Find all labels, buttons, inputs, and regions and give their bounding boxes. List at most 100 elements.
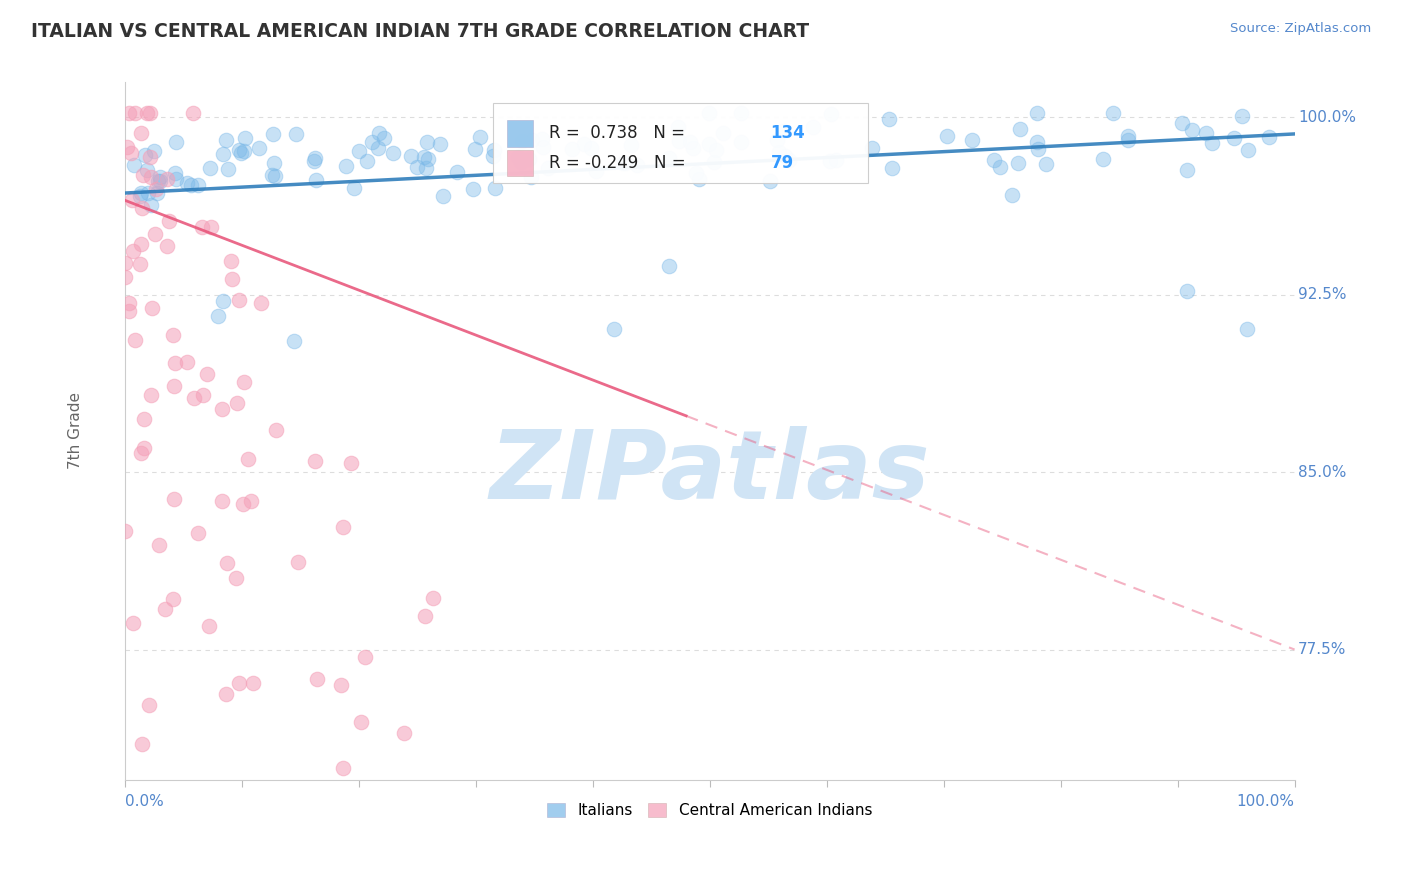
Point xyxy=(211,402,233,417)
Point xyxy=(1101,105,1123,120)
Point xyxy=(146,174,169,188)
Point xyxy=(697,105,720,120)
Point xyxy=(613,156,636,170)
Point xyxy=(129,236,152,251)
Point xyxy=(697,136,720,151)
Point xyxy=(155,172,177,186)
Point xyxy=(704,143,727,157)
Point xyxy=(242,676,264,690)
Point xyxy=(221,272,243,286)
Point xyxy=(356,154,378,169)
Point xyxy=(520,169,543,184)
Point xyxy=(118,304,141,318)
Point xyxy=(579,141,602,155)
Point xyxy=(602,322,624,336)
Point xyxy=(233,131,256,145)
Point xyxy=(183,392,205,406)
Point xyxy=(531,132,554,146)
FancyBboxPatch shape xyxy=(508,120,533,146)
Point xyxy=(1091,152,1114,166)
Point xyxy=(773,149,796,163)
Text: ZIPatlas: ZIPatlas xyxy=(489,426,929,519)
Point xyxy=(446,165,468,179)
Point xyxy=(508,150,530,164)
Point xyxy=(361,135,384,149)
Point xyxy=(335,159,357,173)
Point xyxy=(124,333,146,347)
Point xyxy=(1201,136,1223,151)
Point xyxy=(484,181,506,195)
Point xyxy=(212,294,235,309)
Point xyxy=(163,378,186,392)
Point xyxy=(233,144,256,158)
Point xyxy=(510,155,533,169)
Point xyxy=(561,142,583,156)
Point xyxy=(778,153,800,168)
Point xyxy=(263,169,285,184)
Point xyxy=(1026,105,1049,120)
Point xyxy=(183,105,205,120)
Point xyxy=(1026,135,1049,149)
Point xyxy=(517,152,540,166)
Point xyxy=(139,169,162,184)
Point xyxy=(432,189,454,203)
Point xyxy=(139,388,162,402)
Point xyxy=(165,172,187,186)
Point xyxy=(115,140,138,154)
Point xyxy=(131,201,153,215)
Point xyxy=(232,497,254,511)
Text: 7th Grade: 7th Grade xyxy=(67,392,83,469)
Point xyxy=(429,136,451,151)
Point xyxy=(666,120,689,134)
Point xyxy=(129,186,152,201)
Point xyxy=(131,737,153,751)
Point xyxy=(416,153,439,167)
Point xyxy=(422,591,444,605)
Point xyxy=(134,147,156,161)
Point xyxy=(406,160,429,174)
Point xyxy=(122,615,145,630)
Point xyxy=(157,214,180,228)
Point xyxy=(233,375,256,389)
Point xyxy=(990,160,1012,174)
Point xyxy=(163,491,186,506)
Point xyxy=(668,134,690,148)
Point xyxy=(226,396,249,410)
Point xyxy=(880,161,903,175)
Point xyxy=(332,761,354,775)
Point xyxy=(139,151,162,165)
Point xyxy=(1007,156,1029,170)
Point xyxy=(132,441,155,455)
Text: 79: 79 xyxy=(770,154,793,172)
Point xyxy=(983,153,1005,167)
Point xyxy=(415,609,437,624)
Point xyxy=(225,571,247,585)
Point xyxy=(1000,188,1022,202)
Point xyxy=(330,678,353,692)
Point xyxy=(304,454,326,468)
Point xyxy=(1116,129,1139,144)
Point xyxy=(191,219,214,234)
Point xyxy=(180,178,202,193)
Point xyxy=(143,227,166,241)
Point xyxy=(149,169,172,184)
Point xyxy=(120,146,142,161)
Point xyxy=(117,105,139,120)
Point xyxy=(139,197,162,211)
Text: 100.0%: 100.0% xyxy=(1237,794,1295,809)
Point xyxy=(162,327,184,342)
Point xyxy=(349,715,371,730)
Point xyxy=(118,296,141,310)
Point xyxy=(612,156,634,170)
Point xyxy=(468,130,491,145)
Point xyxy=(228,293,250,307)
Point xyxy=(1170,116,1192,130)
Point xyxy=(176,176,198,190)
Text: ITALIAN VS CENTRAL AMERICAN INDIAN 7TH GRADE CORRELATION CHART: ITALIAN VS CENTRAL AMERICAN INDIAN 7TH G… xyxy=(31,22,808,41)
Point xyxy=(142,144,165,158)
Point xyxy=(200,219,222,234)
Point xyxy=(200,161,222,175)
Text: R = -0.249   N =: R = -0.249 N = xyxy=(550,154,692,172)
Point xyxy=(416,136,439,150)
Point xyxy=(463,182,485,196)
